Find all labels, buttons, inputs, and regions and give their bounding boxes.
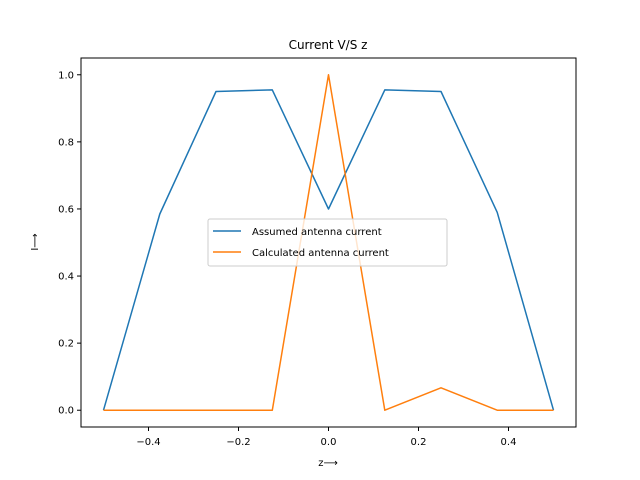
y-axis-label: I⟶ (30, 233, 41, 250)
x-axis-label: z⟶ (318, 458, 338, 469)
series-line-1 (102, 89, 555, 411)
x-tick-label: 0.0 (321, 437, 337, 448)
legend-label: Assumed antenna current (252, 227, 382, 238)
x-tick-label: 0.2 (411, 437, 427, 448)
y-tick-label: 0.8 (58, 137, 74, 148)
series-line-2 (103, 74, 554, 411)
legend: Assumed antenna current Calculated antenn… (207, 218, 448, 267)
y-tick-label: 0.0 (58, 406, 74, 417)
x-tick-label: −0.2 (226, 437, 250, 448)
legend-label: Calculated antenna current (252, 248, 389, 259)
x-tick-label: −0.4 (136, 437, 160, 448)
chart-title: Current V/S z (289, 38, 368, 52)
y-tick-label: 0.4 (58, 272, 74, 283)
series-layer (102, 74, 555, 411)
legend-box (207, 218, 448, 267)
y-tick-label: 1.0 (58, 70, 74, 81)
x-tick-label: 0.4 (501, 437, 517, 448)
y-tick-label: 0.2 (58, 339, 74, 350)
x-axis: −0.4 −0.2 0.0 0.2 0.4 (136, 427, 516, 448)
y-tick-label: 0.6 (58, 204, 74, 215)
y-axis: 0.0 0.2 0.4 0.6 0.8 1.0 (58, 70, 81, 417)
